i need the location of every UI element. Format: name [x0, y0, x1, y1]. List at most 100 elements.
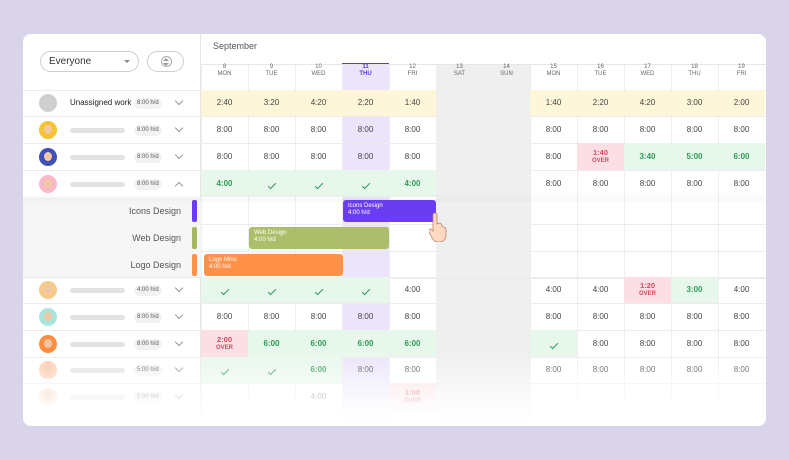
avatar[interactable] [39, 174, 57, 193]
day-cell[interactable]: 8:00 [357, 124, 374, 134]
project-label[interactable]: Icons Design [128, 206, 181, 216]
avatar[interactable] [39, 120, 57, 139]
day-cell[interactable]: 4:00 [592, 285, 609, 294]
day-cell[interactable]: 8:00 [404, 151, 421, 161]
day-cell[interactable]: 8:00 [686, 178, 703, 188]
day-cell[interactable]: 1:40 [545, 98, 562, 107]
day-cell[interactable] [201, 286, 248, 296]
day-cell[interactable]: 2:20 [592, 98, 609, 107]
day-cell[interactable]: 8:00 [686, 124, 703, 134]
day-cell[interactable]: 4:00 [545, 285, 562, 294]
day-header[interactable]: 13 SAT [436, 64, 483, 78]
day-cell[interactable]: 8:00 [733, 178, 750, 188]
day-cell[interactable]: 8:00 [216, 311, 233, 321]
day-cell[interactable]: 4:20 [310, 98, 327, 107]
day-cell[interactable]: 1:40 OVER [577, 148, 624, 165]
day-cell[interactable]: 4:00 [216, 178, 233, 188]
assignment-block[interactable]: Icons Design 4:00 h/d [343, 200, 436, 222]
day-cell[interactable]: 8:00 [263, 311, 280, 321]
assignment-block[interactable]: Logo Mins 4:00 h/d [204, 254, 343, 276]
day-cell[interactable]: 8:00 [592, 338, 609, 348]
day-cell[interactable]: 3:00 [686, 98, 703, 107]
day-cell[interactable]: 6:00 [357, 338, 374, 348]
day-cell[interactable]: 8:00 [639, 124, 656, 134]
day-header[interactable]: 19 FRI [718, 64, 765, 78]
sort-button[interactable] [147, 51, 184, 72]
day-cell[interactable]: 3:20 [263, 98, 280, 107]
day-cell[interactable]: 8:00 [357, 151, 374, 161]
day-cell[interactable]: 8:00 [216, 151, 233, 161]
day-cell[interactable]: 6:00 [263, 338, 280, 348]
day-header[interactable]: 16 TUE [577, 64, 624, 78]
day-cell[interactable]: 8:00 [592, 178, 609, 188]
day-header[interactable]: 11 THU [342, 64, 389, 78]
day-cell[interactable]: 4:00 [404, 285, 421, 294]
day-cell[interactable]: 8:00 [733, 124, 750, 134]
day-cell[interactable]: 8:00 [545, 124, 562, 134]
day-cell[interactable]: 8:00 [545, 151, 562, 161]
day-cell[interactable]: 8:00 [639, 178, 656, 188]
day-cell[interactable]: 6:00 [733, 151, 750, 161]
day-header[interactable]: 15 MON [530, 64, 577, 78]
day-cell[interactable]: 8:00 [263, 151, 280, 161]
day-cell[interactable]: 8:00 [639, 311, 656, 321]
day-header[interactable]: 17 WED [624, 64, 671, 78]
day-cell[interactable]: 8:00 [686, 338, 703, 348]
day-cell[interactable]: 8:00 [310, 311, 327, 321]
day-cell[interactable]: 8:00 [592, 311, 609, 321]
day-header[interactable]: 10 WED [295, 64, 342, 78]
day-cell[interactable]: 8:00 [404, 311, 421, 321]
day-cell[interactable]: 8:00 [545, 178, 562, 188]
avatar[interactable] [39, 147, 57, 166]
day-cell[interactable] [530, 340, 577, 349]
day-cell[interactable]: 8:00 [686, 311, 703, 321]
day-cell[interactable]: 8:00 [310, 151, 327, 161]
day-cell[interactable]: 4:20 [639, 98, 656, 107]
day-cell[interactable]: 3:00 [686, 285, 703, 294]
day-cell[interactable]: 8:00 [592, 124, 609, 134]
day-cell[interactable] [342, 286, 389, 296]
day-header[interactable]: 18 THU [671, 64, 718, 78]
day-cell[interactable]: 1:20 OVER [624, 282, 671, 298]
avatar[interactable] [39, 281, 57, 299]
people-filter-dropdown[interactable]: Everyone [40, 51, 139, 72]
day-cell[interactable] [295, 180, 342, 189]
day-header[interactable]: 8 MON [201, 64, 248, 78]
avatar[interactable] [39, 94, 57, 112]
day-cell[interactable]: 2:00 [733, 98, 750, 107]
day-cell[interactable]: 8:00 [733, 311, 750, 321]
day-cell[interactable]: 8:00 [404, 124, 421, 134]
day-cell[interactable]: 6:00 [404, 338, 421, 348]
assignment-title: Icons Design [348, 203, 383, 209]
day-cell[interactable] [295, 286, 342, 296]
project-label[interactable]: Web Design [132, 233, 181, 243]
day-cell[interactable]: 6:00 [310, 338, 327, 348]
avatar[interactable] [39, 334, 57, 353]
assignment-block[interactable]: Web Design 4:00 h/d [249, 227, 389, 249]
day-cell[interactable]: 8:00 [216, 124, 233, 134]
day-cell[interactable]: 8:00 [263, 124, 280, 134]
day-cell[interactable]: 2:20 [357, 98, 374, 107]
day-cell[interactable]: 8:00 [310, 124, 327, 134]
day-cell[interactable]: 2:40 [216, 98, 233, 107]
day-cell[interactable]: 8:00 [639, 338, 656, 348]
avatar[interactable] [39, 307, 57, 326]
day-cell[interactable]: 4:00 [733, 285, 750, 294]
day-cell[interactable]: 8:00 [733, 338, 750, 348]
cell-highlight [624, 143, 671, 170]
day-cell[interactable]: 1:40 [404, 98, 421, 107]
day-cell[interactable] [248, 180, 295, 189]
day-cell[interactable]: 8:00 [545, 311, 562, 321]
day-cell[interactable]: 3:40 [639, 151, 656, 161]
day-cell[interactable]: 4:00 [404, 178, 421, 188]
day-cell[interactable]: 2:00 OVER [201, 335, 248, 352]
day-cell[interactable] [248, 286, 295, 296]
day-cell[interactable]: 8:00 [357, 311, 374, 321]
project-label[interactable]: Logo Design [130, 260, 181, 270]
day-header[interactable]: 12 FRI [389, 64, 436, 78]
day-cell[interactable]: 5:00 [686, 151, 703, 161]
day-cell[interactable] [342, 180, 389, 189]
day-header[interactable]: 14 SUN [483, 64, 530, 78]
day-number: 12 [409, 64, 416, 70]
day-header[interactable]: 9 TUE [248, 64, 295, 78]
